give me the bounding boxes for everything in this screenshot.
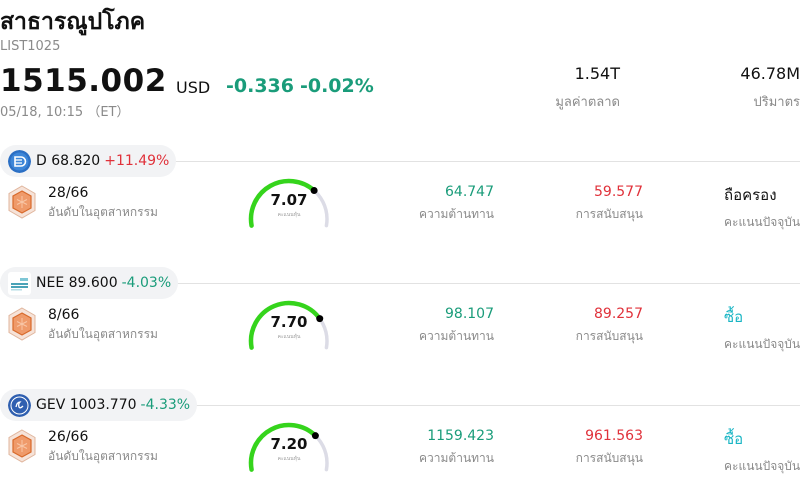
index-price: 1515.002 [0,63,167,99]
nextera-logo-icon [8,271,31,295]
resistance-metric: 98.107 ความต้านทาน [419,306,494,346]
score-value: 7.07 [270,191,308,209]
gauge-fill [248,178,317,228]
industry-rank-icon [8,185,36,219]
rating-value: ซื้อ [724,430,744,448]
support-value: 961.563 [585,428,643,444]
stock-symbol-price: D 68.820 [36,153,101,169]
score-gauge [248,300,329,350]
score-caption: คะแนนหุ้น [277,456,301,462]
ge-vernova-logo-icon [8,393,31,417]
resistance-value: 98.107 [445,306,494,322]
stock-section: NEE 89.600 -4.03% 8/66 อันดับในอุตสาหกรร… [0,267,800,389]
page-title: สาธารณูปโภค [0,9,146,35]
resistance-metric: 1159.423 ความต้านทาน [419,428,494,468]
stock-symbol-price: GEV 1003.770 [36,397,137,413]
resistance-label: ความต้านทาน [419,207,494,221]
score-caption: คะแนนหุ้น [277,212,301,218]
score-caption: คะแนนหุ้น [277,334,301,340]
stock-section: GEV 1003.770 -4.33% 26/66 อันดับในอุตสาห… [0,389,800,499]
industry-rank-label: อันดับในอุตสาหกรรม [48,205,158,219]
resistance-value: 1159.423 [427,428,494,444]
volume-value: 46.78M [740,64,800,83]
resistance-label: ความต้านทาน [419,329,494,343]
stock-change-percent: +11.49% [104,153,170,169]
support-metric: 59.577 การสนับสนุน [576,184,643,224]
stock-change-percent: -4.03% [121,275,172,291]
timestamp: 05/18, 10:15 （ET） [0,105,130,120]
market-cap-label: มูลค่าตลาด [555,95,620,110]
market-cap-stat: 1.54T มูลค่าตลาด [555,64,620,112]
section-divider [0,405,800,406]
support-value: 59.577 [594,184,643,200]
support-metric: 89.257 การสนับสนุน [576,306,643,346]
gauge-marker [311,432,319,440]
support-value: 89.257 [594,306,643,322]
rating-value: ถือครอง [724,186,777,204]
industry-rank-value: 28/66 [48,185,89,201]
rating-block: ซื้อ คะแนนปัจจุบัน [724,427,800,476]
index-code: LIST1025 [0,39,61,54]
currency-label: USD [176,78,211,97]
gauge-marker [316,315,324,323]
resistance-metric: 64.747 ความต้านทาน [419,184,494,224]
rating-block: ซื้อ คะแนนปัจจุบัน [724,305,800,354]
support-label: การสนับสนุน [575,451,643,465]
industry-rank-icon [8,307,36,341]
industry-rank-icon [8,429,36,463]
gauge-fill [248,422,318,472]
industry-rank-value: 8/66 [48,307,80,323]
stock-pill[interactable]: D 68.820 +11.49% [0,145,177,177]
price-change: -0.336 -0.02% [226,75,374,97]
support-label: การสนับสนุน [575,207,643,221]
gauge-marker [310,187,318,194]
resistance-value: 64.747 [445,184,494,200]
price-change-value: -0.336 [226,75,294,97]
score-value: 7.70 [270,313,308,331]
section-divider [0,161,800,162]
stock-pill[interactable]: NEE 89.600 -4.03% [0,267,179,299]
support-metric: 961.563 การสนับสนุน [576,428,643,468]
current-score-label: คะแนนปัจจุบัน [724,459,800,473]
dominion-logo-icon [8,149,31,173]
industry-rank-value: 26/66 [48,429,89,445]
gauge-fill [248,300,322,350]
support-label: การสนับสนุน [575,329,643,343]
stock-section: D 68.820 +11.49% 28/66 อันดับในอุตสาหกรร… [0,145,800,267]
stock-pill[interactable]: GEV 1003.770 -4.33% [0,389,198,421]
rating-block: ถือครอง คะแนนปัจจุบัน [724,183,800,232]
price-change-percent: -0.02% [299,75,374,97]
market-cap-value: 1.54T [574,64,620,83]
score-gauge [248,422,329,472]
industry-rank-label: อันดับในอุตสาหกรรม [48,449,158,463]
score-value: 7.20 [270,435,308,453]
resistance-label: ความต้านทาน [419,451,494,465]
section-divider [0,283,800,284]
rating-value: ซื้อ [724,308,744,326]
volume-label: ปริมาตร [753,95,800,110]
volume-stat: 46.78M ปริมาตร [740,64,800,112]
stock-change-percent: -4.33% [140,397,191,413]
industry-rank-label: อันดับในอุตสาหกรรม [48,327,158,341]
stock-symbol-price: NEE 89.600 [36,275,118,291]
current-score-label: คะแนนปัจจุบัน [724,337,800,351]
current-score-label: คะแนนปัจจุบัน [724,215,800,229]
score-gauge [248,178,329,228]
